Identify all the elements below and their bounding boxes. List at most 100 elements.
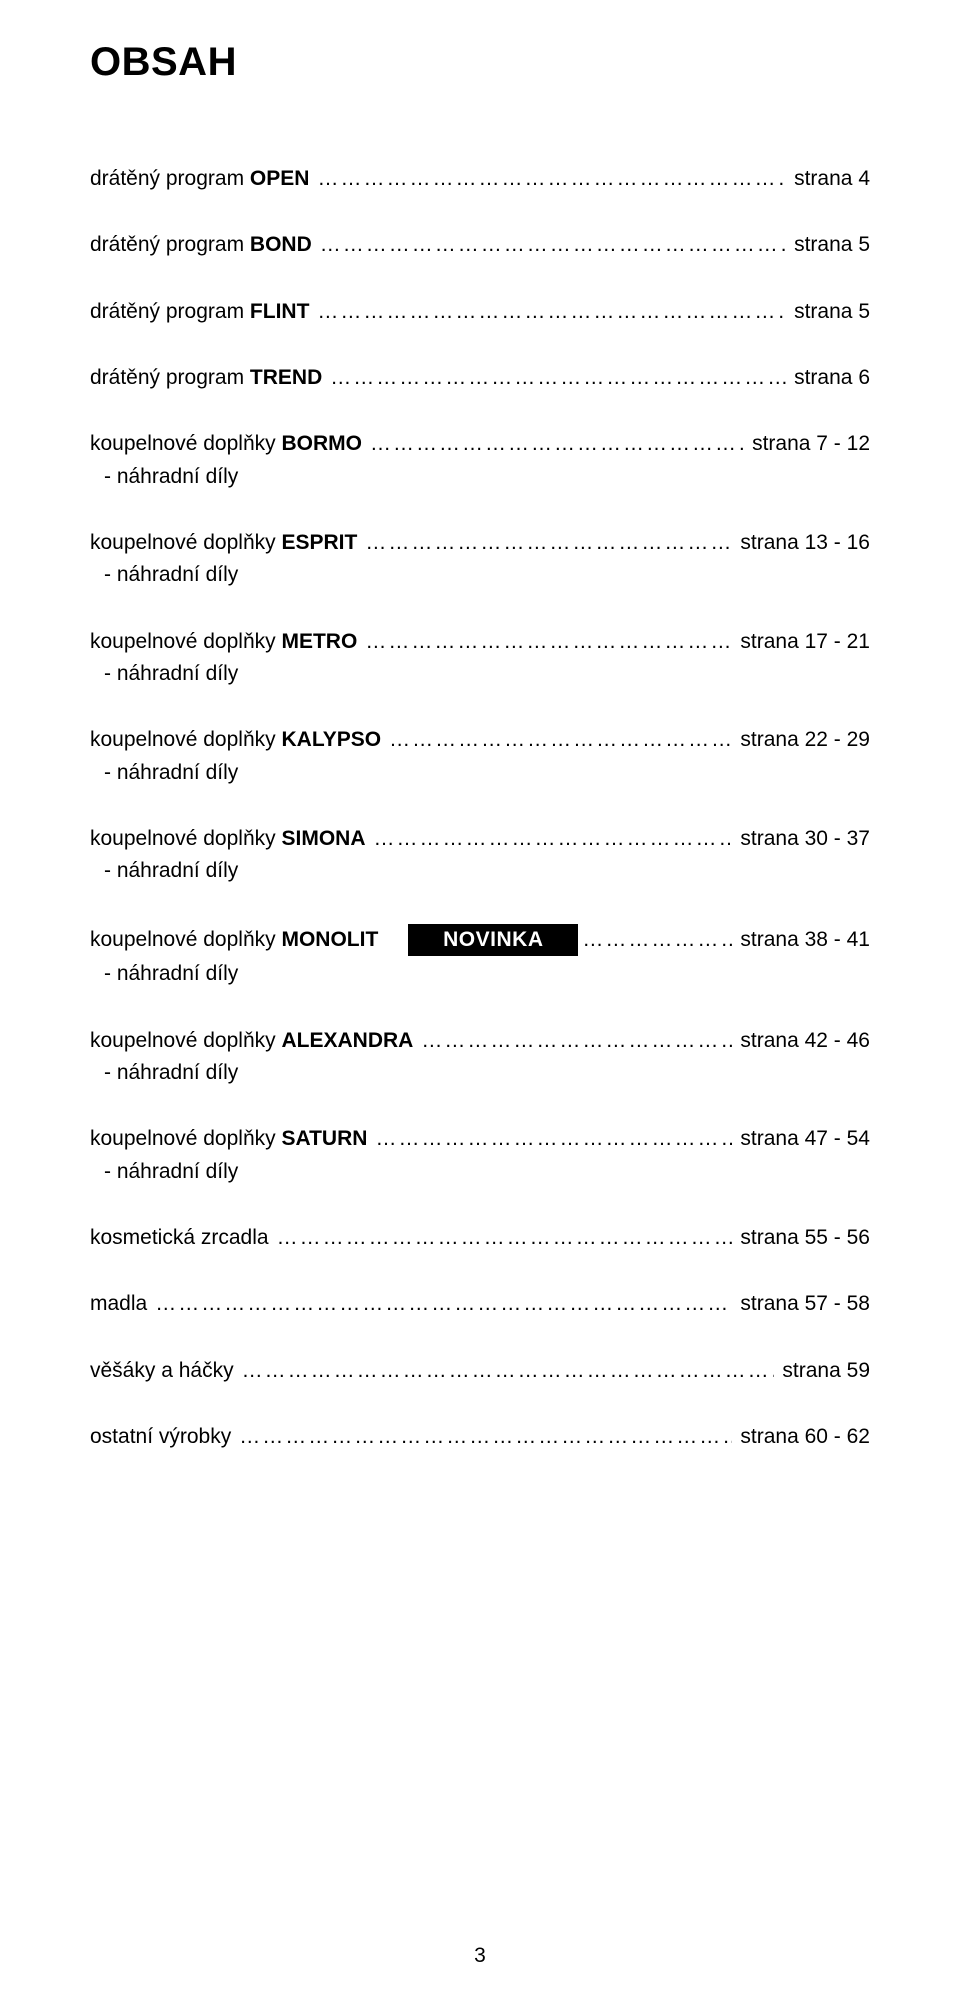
page-word: strana <box>794 366 852 389</box>
toc-row: ostatní výrobky…………………………………………………………………… <box>90 1423 870 1451</box>
leader-dots: …………………………………………………………………………………………………………… <box>373 825 732 853</box>
toc-page-ref: strana 42 - 46 <box>732 1027 870 1055</box>
toc-subnote: - náhradní díly <box>90 561 870 589</box>
toc-row: drátěný program FLINT …………………………………………………… <box>90 298 870 326</box>
toc-entry: koupelnové doplňky SATURN………………………………………… <box>90 1125 870 1186</box>
toc-label-bold: MONOLIT <box>281 928 378 951</box>
toc-label-bold: FLINT <box>250 300 309 323</box>
toc-page-ref: strana 17 - 21 <box>732 628 870 656</box>
toc-entries: drátěný program OPEN ……………………………………………………… <box>90 165 870 1451</box>
toc-pages: 59 <box>847 1359 870 1382</box>
toc-label: věšáky a háčky <box>90 1357 242 1385</box>
page-word: strana <box>752 432 810 455</box>
page-word: strana <box>740 728 798 751</box>
toc-label: drátěný program TREND <box>90 364 330 392</box>
toc-label: koupelnové doplňky ALEXANDRA <box>90 1027 421 1055</box>
page-word: strana <box>740 1292 798 1315</box>
toc-entry: kosmetická zrcadla…………………………………………………………… <box>90 1224 870 1252</box>
toc-label-bold: KALYPSO <box>281 728 381 751</box>
toc-label-prefix: koupelnové doplňky <box>90 1029 281 1052</box>
toc-entry: koupelnové doplňky KALYPSO……………………………………… <box>90 726 870 787</box>
leader-dots: …………………………………………………………………………………………………………… <box>389 726 732 754</box>
toc-pages: 17 - 21 <box>805 630 870 653</box>
toc-page-ref: strana 47 - 54 <box>732 1125 870 1153</box>
toc-pages: 60 - 62 <box>805 1425 870 1448</box>
page: OBSAH drátěný program OPEN ……………………………………… <box>0 0 960 2008</box>
toc-label: koupelnové doplňky METRO <box>90 628 365 656</box>
toc-label: koupelnové doplňky MONOLIT <box>90 926 386 954</box>
toc-label-bold: TREND <box>250 366 322 389</box>
toc-entry: ostatní výrobky…………………………………………………………………… <box>90 1423 870 1451</box>
toc-subnote: - náhradní díly <box>90 1158 870 1186</box>
toc-entry: koupelnové doplňky MONOLIT NOVINKA…………………… <box>90 924 870 989</box>
toc-page-ref: strana 30 - 37 <box>732 825 870 853</box>
toc-pages: 13 - 16 <box>805 531 870 554</box>
leader-dots: …………………………………………………………………………………………………………… <box>370 430 744 458</box>
page-word: strana <box>740 928 798 951</box>
leader-dots: …………………………………………………………………………………………………………… <box>239 1423 732 1451</box>
toc-page-ref: strana 6 <box>786 364 870 392</box>
toc-row: koupelnové doplňky BORMO…………………………………………… <box>90 430 870 458</box>
toc-pages: 7 - 12 <box>816 432 870 455</box>
toc-subnote: - náhradní díly <box>90 759 870 787</box>
toc-row: madla ……………………………………………………………………………………………… <box>90 1290 870 1318</box>
toc-pages: 22 - 29 <box>805 728 870 751</box>
toc-label: koupelnové doplňky BORMO <box>90 430 370 458</box>
toc-label-prefix: koupelnové doplňky <box>90 728 281 751</box>
toc-entry: drátěný program OPEN……………………………………………………… <box>90 165 870 193</box>
toc-label: koupelnové doplňky SATURN <box>90 1125 375 1153</box>
toc-subnote: - náhradní díly <box>90 463 870 491</box>
toc-entry: koupelnové doplňky SIMONA………………………………………… <box>90 825 870 886</box>
page-word: strana <box>794 167 852 190</box>
toc-label-bold: ESPRIT <box>281 531 357 554</box>
toc-label-prefix: věšáky a háčky <box>90 1359 234 1382</box>
toc-label: koupelnové doplňky KALYPSO <box>90 726 389 754</box>
toc-row: drátěný program BOND……………………………………………………… <box>90 231 870 259</box>
page-word: strana <box>740 630 798 653</box>
toc-entry: koupelnové doplňky METRO…………………………………………… <box>90 628 870 689</box>
toc-page-ref: strana 55 - 56 <box>732 1224 870 1252</box>
toc-row: koupelnové doplňky SATURN………………………………………… <box>90 1125 870 1153</box>
toc-label-prefix: drátěný program <box>90 366 250 389</box>
toc-label-prefix: koupelnové doplňky <box>90 432 281 455</box>
toc-pages: 5 <box>858 300 870 323</box>
toc-label-bold: OPEN <box>250 167 310 190</box>
toc-page-ref: strana 22 - 29 <box>732 726 870 754</box>
toc-row: drátěný program TREND…………………………………………………… <box>90 364 870 392</box>
page-word: strana <box>740 827 798 850</box>
leader-dots: …………………………………………………………………………………………………………… <box>320 231 786 259</box>
toc-label-bold: BORMO <box>281 432 362 455</box>
toc-label-bold: SATURN <box>281 1127 367 1150</box>
toc-page-ref: strana 13 - 16 <box>732 529 870 557</box>
page-title: OBSAH <box>90 40 870 85</box>
toc-pages: 47 - 54 <box>805 1127 870 1150</box>
toc-label-prefix: madla <box>90 1292 147 1315</box>
toc-label-prefix: koupelnové doplňky <box>90 630 281 653</box>
leader-dots: …………………………………………………………………………………………………………… <box>330 364 786 392</box>
leader-dots: …………………………………………………………………………………………………………… <box>365 628 732 656</box>
page-number: 3 <box>0 1944 960 1968</box>
leader-dots: …………………………………………………………………………………………………………… <box>317 298 786 326</box>
toc-pages: 6 <box>858 366 870 389</box>
toc-entry: drátěný program BOND……………………………………………………… <box>90 231 870 259</box>
toc-entry: drátěný program FLINT …………………………………………………… <box>90 298 870 326</box>
toc-row: koupelnové doplňky ALEXANDRA………………………………… <box>90 1027 870 1055</box>
toc-label: madla <box>90 1290 155 1318</box>
toc-label: koupelnové doplňky SIMONA <box>90 825 373 853</box>
novinka-badge: NOVINKA <box>408 924 578 956</box>
toc-label-prefix: drátěný program <box>90 300 250 323</box>
toc-label: ostatní výrobky <box>90 1423 239 1451</box>
leader-dots: …………………………………………………………………………………………………………… <box>155 1290 732 1318</box>
leader-dots: …………………………………………………………………………………………………………… <box>582 926 732 954</box>
toc-page-ref: strana 7 - 12 <box>744 430 870 458</box>
page-word: strana <box>740 1127 798 1150</box>
toc-row: koupelnové doplňky SIMONA………………………………………… <box>90 825 870 853</box>
toc-pages: 42 - 46 <box>805 1029 870 1052</box>
page-word: strana <box>794 300 852 323</box>
toc-label: drátěný program BOND <box>90 231 320 259</box>
leader-dots: …………………………………………………………………………………………………………… <box>375 1125 732 1153</box>
toc-label: kosmetická zrcadla <box>90 1224 277 1252</box>
toc-page-ref: strana 4 <box>786 165 870 193</box>
toc-label-bold: ALEXANDRA <box>281 1029 413 1052</box>
toc-pages: 30 - 37 <box>805 827 870 850</box>
